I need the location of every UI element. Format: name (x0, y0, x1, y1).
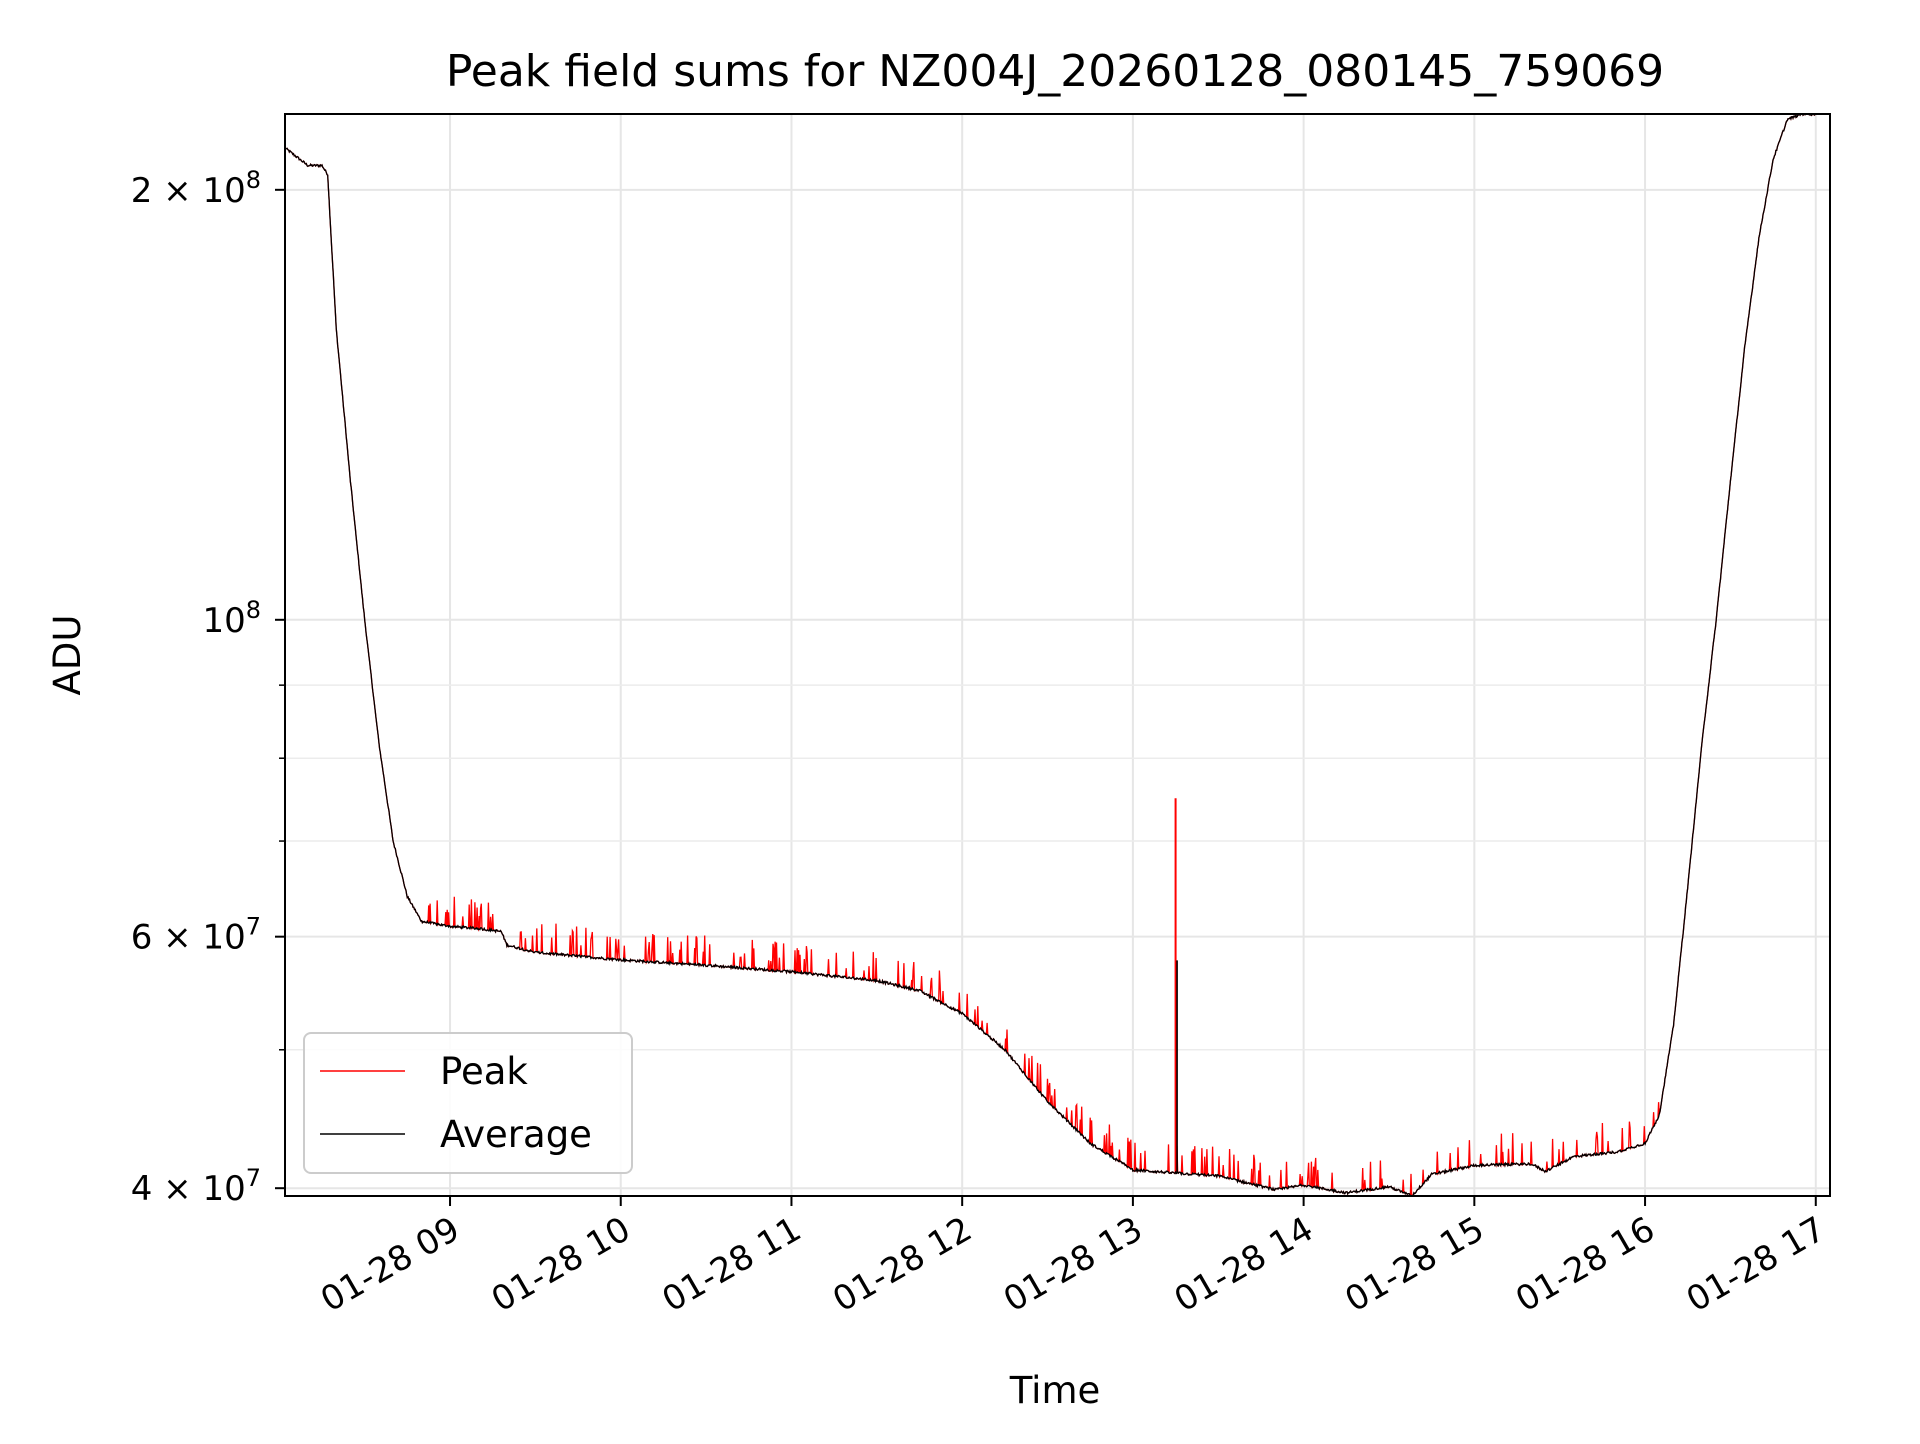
legend-label-peak: Peak (440, 1050, 528, 1093)
chart-title: Peak field sums for NZ004J_20260128_0801… (446, 46, 1664, 97)
legend-label-average: Average (440, 1113, 592, 1156)
axes-frame (284, 113, 1831, 1197)
y-tick-label: 2 × 108 (131, 166, 261, 211)
y-tick-label: 6 × 107 (131, 913, 261, 958)
y-tick-label: 4 × 107 (131, 1164, 261, 1209)
y-tick-label: 108 (202, 596, 261, 641)
series-average-line (285, 114, 1817, 1196)
legend: Peak Average (303, 1032, 633, 1174)
x-axis-label: Time (1009, 1369, 1101, 1412)
legend-box (303, 1032, 633, 1174)
y-axis-label: ADU (46, 615, 89, 696)
